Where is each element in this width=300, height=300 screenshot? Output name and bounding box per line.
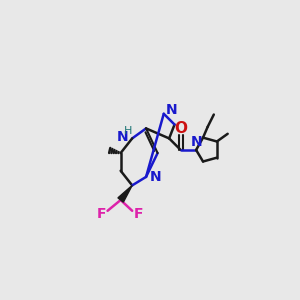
Text: N: N <box>117 130 129 144</box>
Text: F: F <box>97 207 106 221</box>
Text: O: O <box>174 121 187 136</box>
Text: F: F <box>134 207 143 221</box>
Text: N: N <box>166 103 177 117</box>
Text: N: N <box>149 170 161 184</box>
Text: N: N <box>190 135 202 149</box>
Text: H: H <box>124 127 133 136</box>
Polygon shape <box>118 185 132 202</box>
